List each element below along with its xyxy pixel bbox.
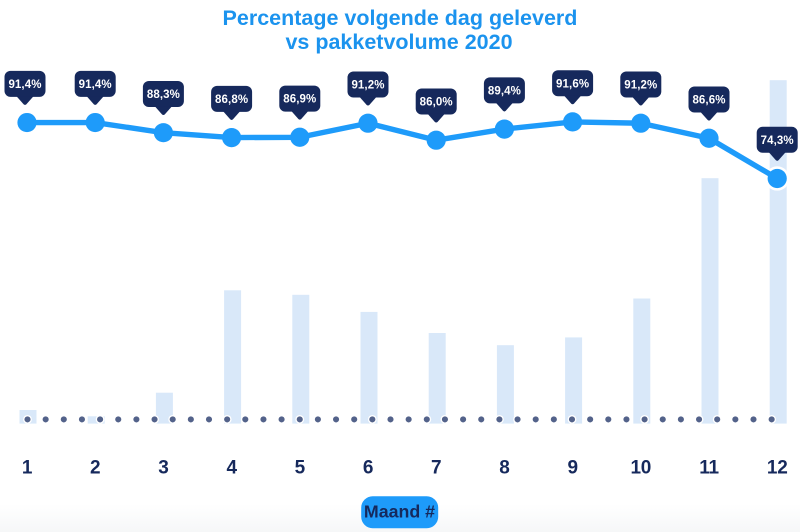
svg-text:1: 1: [22, 458, 33, 479]
svg-text:3: 3: [158, 458, 168, 479]
svg-text:4: 4: [226, 458, 237, 479]
svg-text:9: 9: [567, 458, 577, 479]
svg-text:8: 8: [499, 458, 509, 479]
svg-text:Maand #: Maand #: [364, 502, 435, 522]
svg-text:91,2%: 91,2%: [351, 80, 384, 92]
svg-text:6: 6: [363, 458, 373, 479]
svg-text:10: 10: [631, 458, 652, 479]
svg-text:5: 5: [295, 458, 306, 479]
svg-text:91,6%: 91,6%: [556, 78, 589, 90]
svg-text:2: 2: [90, 458, 100, 479]
svg-text:91,2%: 91,2%: [624, 80, 657, 92]
svg-text:11: 11: [699, 458, 719, 479]
svg-text:86,6%: 86,6%: [692, 95, 725, 107]
svg-text:74,3%: 74,3%: [761, 135, 794, 147]
svg-text:12: 12: [767, 458, 788, 479]
svg-text:7: 7: [431, 458, 441, 479]
svg-text:91,4%: 91,4%: [8, 79, 41, 91]
svg-text:89,4%: 89,4%: [488, 85, 521, 97]
svg-text:88,3%: 88,3%: [147, 89, 180, 101]
svg-text:vs pakketvolume 2020: vs pakketvolume 2020: [285, 30, 512, 54]
svg-text:91,4%: 91,4%: [79, 79, 112, 91]
svg-text:86,8%: 86,8%: [215, 94, 248, 106]
svg-text:86,0%: 86,0%: [420, 97, 453, 109]
svg-text:Percentage volgende dag geleve: Percentage volgende dag geleverd: [223, 6, 578, 30]
svg-text:86,9%: 86,9%: [283, 94, 316, 106]
